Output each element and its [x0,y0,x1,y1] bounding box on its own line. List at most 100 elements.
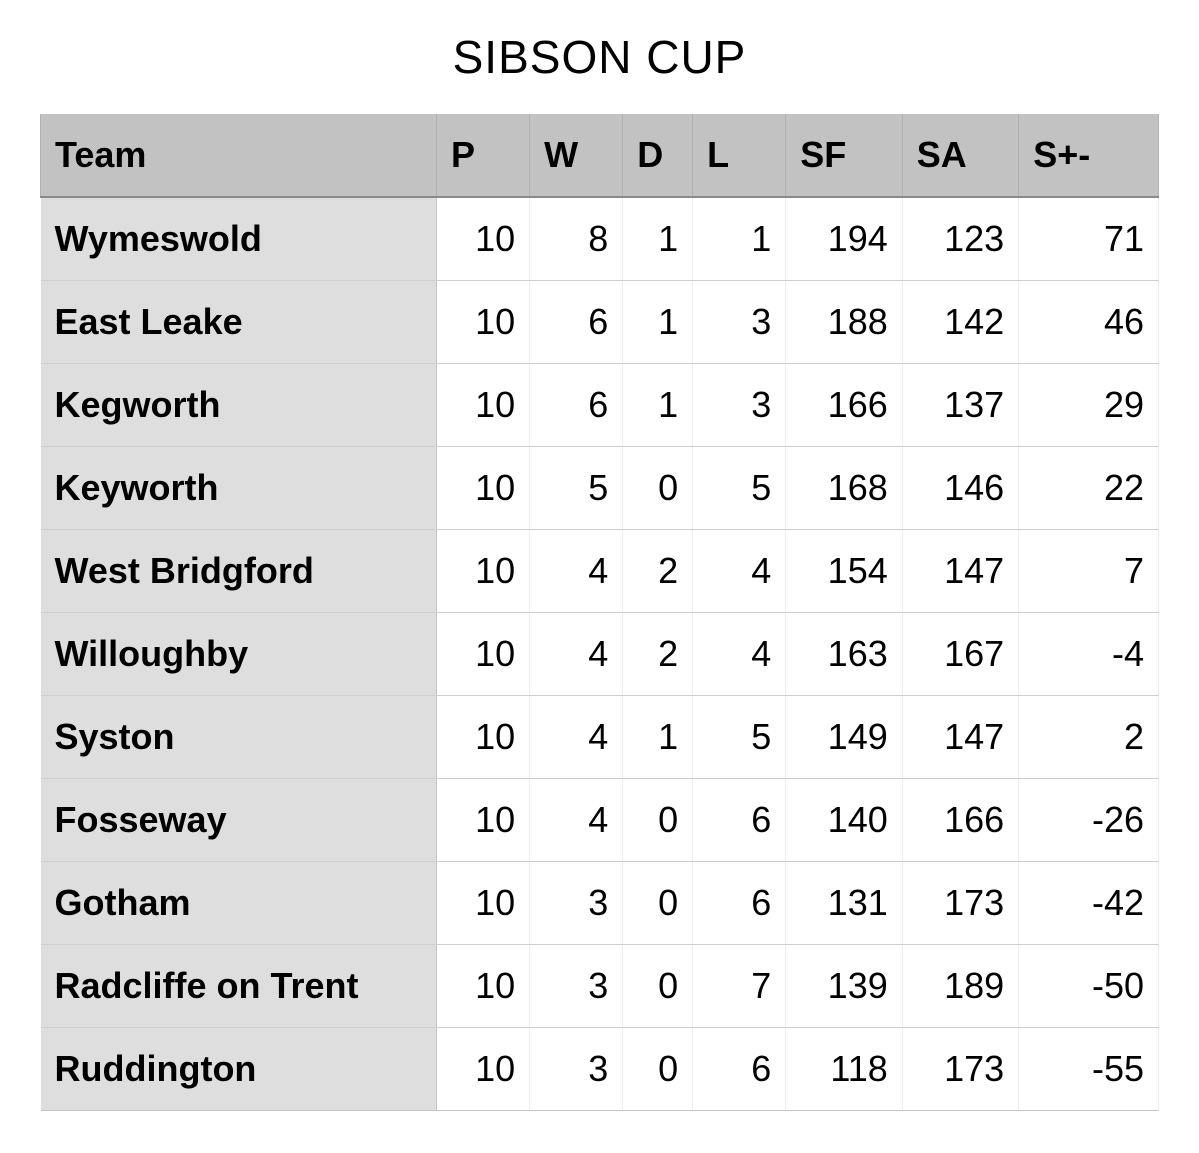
cell-sa: 123 [902,197,1018,281]
cell-l: 1 [693,197,786,281]
table-row: Willoughby10424163167-4 [41,613,1159,696]
cell-w: 4 [530,530,623,613]
cell-team: Fosseway [41,779,437,862]
cell-spm: 22 [1019,447,1159,530]
cell-w: 6 [530,281,623,364]
col-header-sa: SA [902,114,1018,197]
cell-sa: 167 [902,613,1018,696]
cell-sf: 139 [786,945,902,1028]
cell-spm: -26 [1019,779,1159,862]
cell-w: 4 [530,613,623,696]
cell-team: West Bridgford [41,530,437,613]
cell-sf: 188 [786,281,902,364]
table-row: West Bridgford104241541477 [41,530,1159,613]
cell-d: 0 [623,447,693,530]
cell-d: 1 [623,364,693,447]
cell-sf: 131 [786,862,902,945]
cell-d: 1 [623,197,693,281]
cell-sa: 146 [902,447,1018,530]
cell-sa: 142 [902,281,1018,364]
cell-p: 10 [436,281,529,364]
cell-d: 0 [623,1028,693,1111]
cell-sa: 166 [902,779,1018,862]
cell-l: 6 [693,862,786,945]
cell-d: 0 [623,779,693,862]
cell-p: 10 [436,1028,529,1111]
page-title: SIBSON CUP [40,30,1159,84]
cell-sf: 140 [786,779,902,862]
cell-p: 10 [436,779,529,862]
cell-l: 5 [693,696,786,779]
cell-d: 2 [623,613,693,696]
table-row: Gotham10306131173-42 [41,862,1159,945]
cell-spm: 7 [1019,530,1159,613]
cell-p: 10 [436,696,529,779]
cell-l: 6 [693,779,786,862]
cell-team: Wymeswold [41,197,437,281]
cell-team: East Leake [41,281,437,364]
cell-sa: 173 [902,1028,1018,1111]
col-header-p: P [436,114,529,197]
cell-sf: 149 [786,696,902,779]
cell-spm: -55 [1019,1028,1159,1111]
table-row: Fosseway10406140166-26 [41,779,1159,862]
cell-sf: 194 [786,197,902,281]
cell-w: 3 [530,1028,623,1111]
cell-spm: 2 [1019,696,1159,779]
cell-sf: 168 [786,447,902,530]
cell-p: 10 [436,613,529,696]
cell-l: 4 [693,530,786,613]
cell-team: Ruddington [41,1028,437,1111]
table-row: Kegworth1061316613729 [41,364,1159,447]
cell-w: 4 [530,696,623,779]
cell-sf: 118 [786,1028,902,1111]
table-row: Keyworth1050516814622 [41,447,1159,530]
cell-w: 3 [530,945,623,1028]
cell-sf: 163 [786,613,902,696]
cell-d: 0 [623,945,693,1028]
cell-w: 8 [530,197,623,281]
cell-l: 3 [693,364,786,447]
col-header-sf: SF [786,114,902,197]
table-row: East Leake1061318814246 [41,281,1159,364]
cell-sa: 147 [902,530,1018,613]
cell-w: 6 [530,364,623,447]
cell-p: 10 [436,364,529,447]
cell-sf: 154 [786,530,902,613]
table-row: Radcliffe on Trent10307139189-50 [41,945,1159,1028]
cell-spm: 29 [1019,364,1159,447]
cell-p: 10 [436,530,529,613]
cell-team: Keyworth [41,447,437,530]
cell-sa: 189 [902,945,1018,1028]
cell-w: 4 [530,779,623,862]
cell-spm: -4 [1019,613,1159,696]
cell-p: 10 [436,197,529,281]
cell-sa: 173 [902,862,1018,945]
cell-l: 3 [693,281,786,364]
col-header-w: W [530,114,623,197]
cell-w: 5 [530,447,623,530]
cell-sa: 147 [902,696,1018,779]
table-header-row: TeamPWDLSFSAS+- [41,114,1159,197]
cell-w: 3 [530,862,623,945]
cell-d: 1 [623,281,693,364]
cell-p: 10 [436,862,529,945]
cell-team: Radcliffe on Trent [41,945,437,1028]
cell-team: Gotham [41,862,437,945]
cell-l: 5 [693,447,786,530]
col-header-team: Team [41,114,437,197]
cell-sa: 137 [902,364,1018,447]
cell-l: 4 [693,613,786,696]
cell-d: 0 [623,862,693,945]
col-header-d: D [623,114,693,197]
table-row: Wymeswold1081119412371 [41,197,1159,281]
cell-sf: 166 [786,364,902,447]
cell-spm: 71 [1019,197,1159,281]
cell-p: 10 [436,945,529,1028]
standings-table: TeamPWDLSFSAS+- Wymeswold1081119412371Ea… [40,114,1159,1111]
cell-spm: -50 [1019,945,1159,1028]
cell-team: Kegworth [41,364,437,447]
cell-l: 7 [693,945,786,1028]
table-row: Syston104151491472 [41,696,1159,779]
table-row: Ruddington10306118173-55 [41,1028,1159,1111]
